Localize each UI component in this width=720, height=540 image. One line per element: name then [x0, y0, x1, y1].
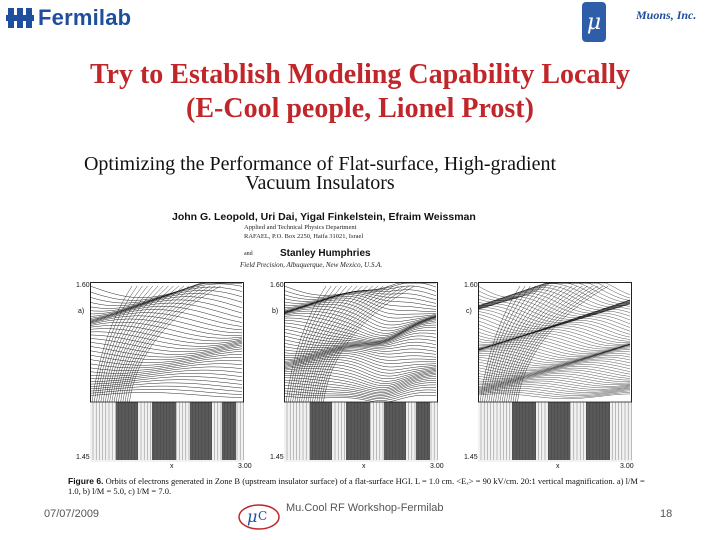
paper-title-line2: Vacuum Insulators: [245, 172, 395, 194]
orbit-plot-0: [90, 282, 244, 462]
panel-a-label: a): [78, 308, 85, 315]
panel-b-xright: 3.00: [430, 463, 444, 470]
panel-b-label: b): [272, 308, 279, 315]
footer-date: 07/07/2009: [44, 508, 100, 520]
figure-caption: Figure 6. Orbits of electrons generated …: [68, 476, 658, 496]
slide-title-line2: (E-Cool people, Lionel Prost): [186, 93, 534, 124]
panel-c-xmid: x: [556, 463, 560, 470]
orbit-panel-b: [284, 282, 438, 462]
orbit-plot-2: [478, 282, 632, 462]
paper-and: and: [244, 251, 253, 257]
company-name: Muons, Inc.: [636, 8, 697, 22]
paper-author-2: Stanley Humphries: [280, 248, 371, 259]
paper-authors: John G. Leopold, Uri Dai, Yigal Finkelst…: [172, 211, 476, 223]
paper-title: Optimizing the Performance of Flat-surfa…: [80, 153, 560, 194]
fermilab-mark-icon: [6, 8, 34, 28]
slide-title: Try to Establish Modeling Capability Loc…: [0, 58, 720, 126]
svg-text:C: C: [258, 509, 267, 523]
paper-affiliation-2: RAFAEL, P.O. Box 2250, Haifa 31021, Isra…: [244, 233, 364, 240]
panel-c-xright: 3.00: [620, 463, 634, 470]
figure-caption-label: Figure 6.: [68, 476, 104, 486]
paper-affiliation-3: Field Precision, Albuquerque, New Mexico…: [240, 261, 383, 269]
slide-number: 18: [660, 508, 673, 520]
orbit-plot-1: [284, 282, 438, 462]
orbit-panel-c: [478, 282, 632, 462]
panel-a-xmid: x: [170, 463, 174, 470]
muons-mu-logo: μ: [582, 2, 606, 42]
slide-title-line1: Try to Establish Modeling Capability Loc…: [89, 59, 631, 90]
panel-b-ybottom: 1.45: [270, 454, 284, 461]
panel-c-ytop: 1.60: [464, 282, 478, 289]
paper-title-line1: Optimizing the Performance of Flat-surfa…: [83, 153, 557, 175]
panel-b-xmid: x: [362, 463, 366, 470]
fermilab-logo: Fermilab: [6, 4, 146, 32]
figure-caption-text: Orbits of electrons generated in Zone B …: [68, 476, 645, 496]
panel-a-xright: 3.00: [238, 463, 252, 470]
footer-event: Mu.Cool RF Workshop-Fermilab: [286, 502, 444, 514]
panel-c-label: c): [466, 308, 472, 315]
mucool-logo-icon: μ C: [238, 504, 280, 530]
panel-b-ytop: 1.60: [270, 282, 284, 289]
orbit-panel-a: [90, 282, 244, 462]
fermilab-logo-text: Fermilab: [38, 5, 132, 30]
panel-a-ytop: 1.60: [76, 282, 90, 289]
panel-a-ybottom: 1.45: [76, 454, 90, 461]
panel-c-ybottom: 1.45: [464, 454, 478, 461]
paper-affiliation-1: Applied and Technical Physics Department: [244, 224, 357, 231]
svg-text:μ: μ: [247, 507, 257, 526]
